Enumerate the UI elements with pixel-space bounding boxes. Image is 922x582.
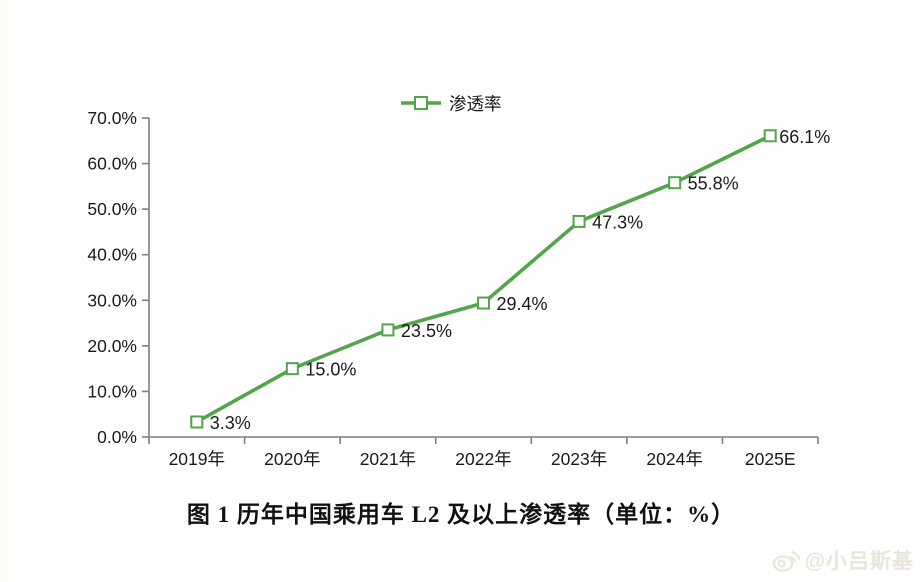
x-tick-label: 2022年 bbox=[455, 449, 511, 469]
y-tick-label: 10.0% bbox=[87, 381, 137, 401]
data-point-marker bbox=[381, 323, 395, 337]
x-tick-label: 2023年 bbox=[551, 449, 607, 469]
legend-label: 渗透率 bbox=[449, 93, 502, 114]
x-tick-label: 2025E bbox=[745, 449, 796, 469]
data-point-marker bbox=[190, 415, 204, 429]
data-point-label: 66.1% bbox=[779, 127, 830, 147]
data-point-marker bbox=[668, 176, 682, 190]
y-tick-label: 0.0% bbox=[97, 427, 137, 447]
data-point-label: 15.0% bbox=[305, 360, 356, 380]
watermark-text: @小吕斯基 bbox=[804, 550, 914, 573]
y-tick-label: 20.0% bbox=[87, 336, 137, 356]
watermark: @小吕斯基 bbox=[772, 545, 914, 575]
legend-marker-icon bbox=[401, 96, 441, 110]
y-tick-label: 50.0% bbox=[87, 199, 137, 219]
x-tick-label: 2019年 bbox=[169, 449, 225, 469]
x-tick-label: 2020年 bbox=[264, 449, 320, 469]
y-tick-label: 40.0% bbox=[87, 245, 137, 265]
data-point-marker bbox=[477, 296, 490, 310]
data-point-label: 55.8% bbox=[688, 174, 739, 194]
data-point-label: 3.3% bbox=[210, 413, 251, 433]
data-point-label: 47.3% bbox=[592, 212, 643, 232]
series-line bbox=[195, 134, 772, 424]
chart-legend: 渗透率 bbox=[401, 91, 502, 115]
weibo-icon bbox=[772, 550, 800, 572]
y-tick-label: 70.0% bbox=[87, 108, 137, 128]
data-point-marker bbox=[285, 362, 299, 376]
data-point-marker bbox=[572, 214, 586, 228]
x-tick-label: 2021年 bbox=[360, 449, 416, 469]
data-point-label: 29.4% bbox=[497, 294, 548, 314]
y-tick-label: 30.0% bbox=[87, 290, 137, 310]
x-tick-label: 2024年 bbox=[646, 449, 702, 469]
y-tick-label: 60.0% bbox=[87, 154, 137, 174]
figure-title: 图 1 历年中国乘用车 L2 及以上渗透率（单位：%） bbox=[186, 502, 736, 527]
data-point-marker bbox=[763, 129, 777, 143]
data-point-label: 23.5% bbox=[401, 321, 452, 341]
